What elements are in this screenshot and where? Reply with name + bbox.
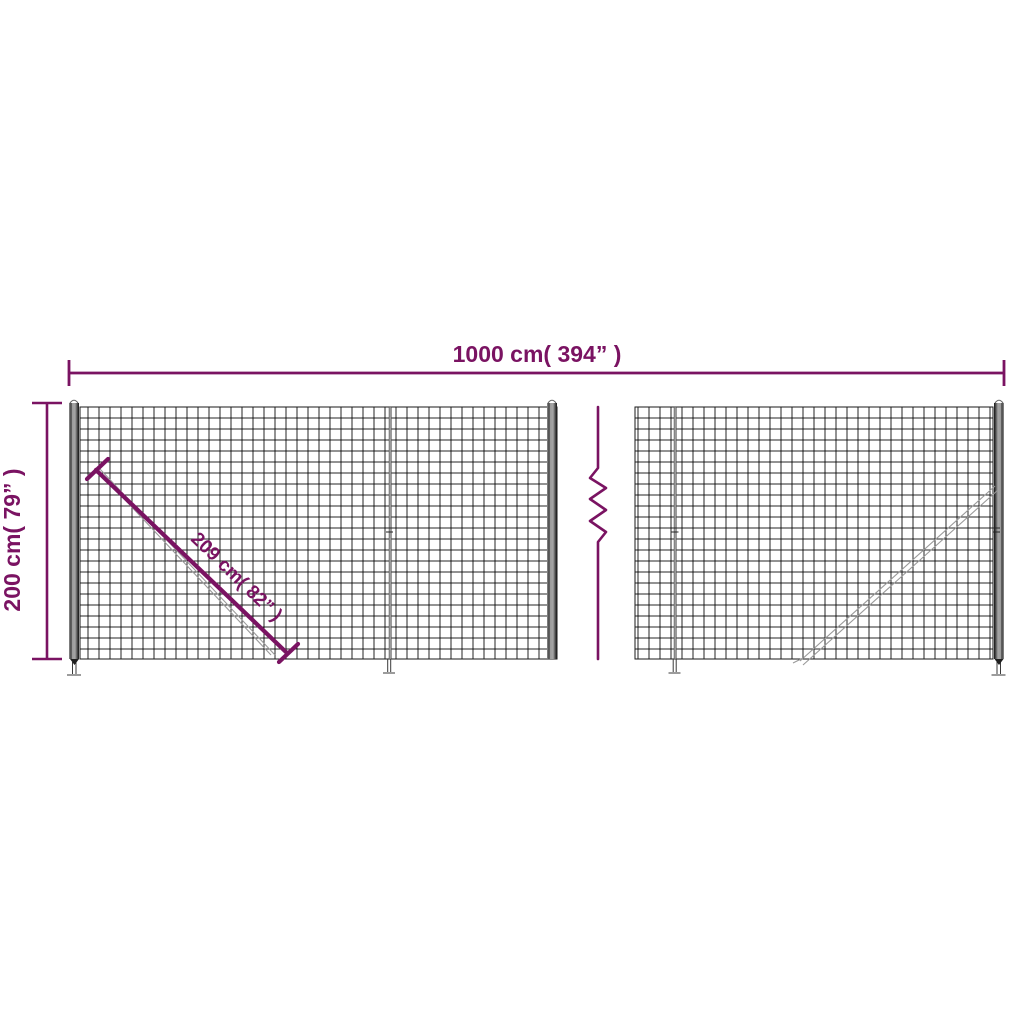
svg-text:1000 cm( 394” ): 1000 cm( 394” ): [453, 341, 622, 367]
svg-text:200 cm( 79” ): 200 cm( 79” ): [0, 468, 25, 611]
